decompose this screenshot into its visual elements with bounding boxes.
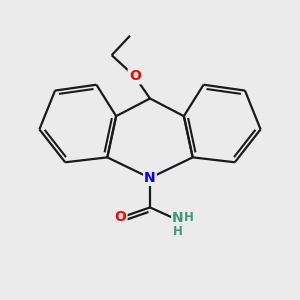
Text: H: H [184,211,194,224]
Text: H: H [173,225,183,238]
Text: N: N [172,211,184,225]
Text: O: O [115,209,127,224]
Text: N: N [144,171,156,185]
Text: O: O [129,69,141,83]
